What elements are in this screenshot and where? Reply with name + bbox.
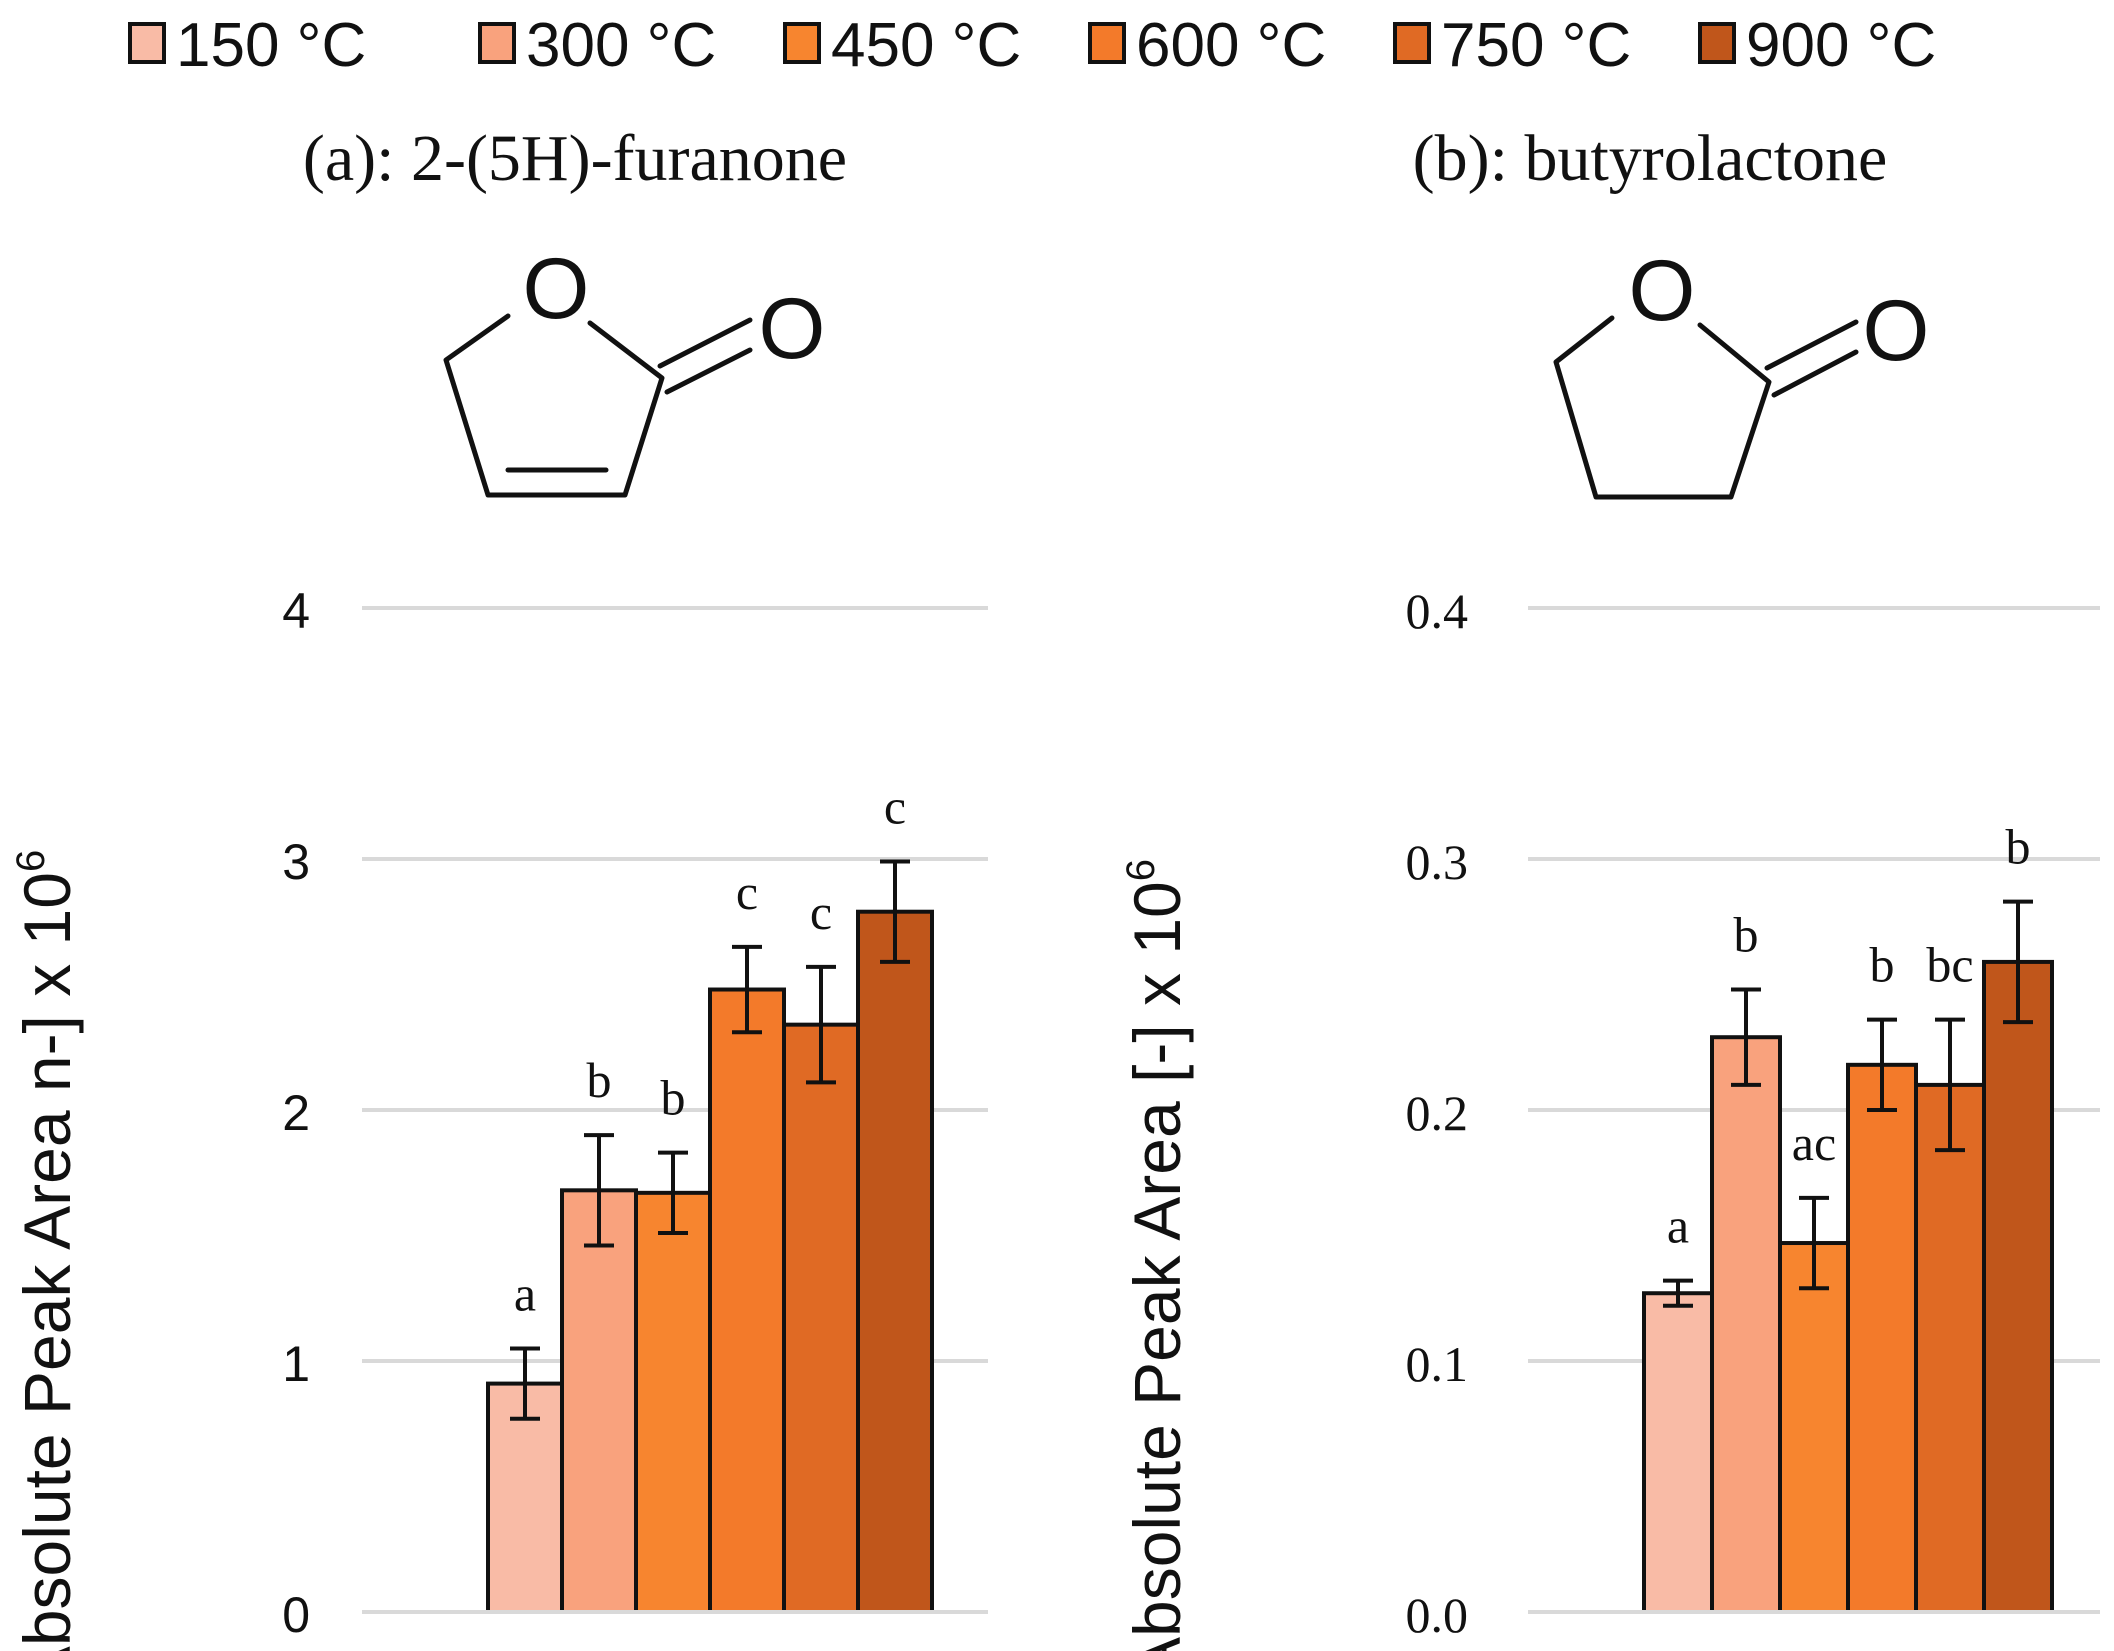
- error-bar: [806, 964, 836, 1085]
- y-axis-label-b-exponent: 6: [1119, 859, 1163, 881]
- error-bar: [1867, 1017, 1897, 1112]
- bar-750C: [1914, 1082, 1986, 1614]
- bar-450C: [634, 1190, 712, 1614]
- significance-label: a: [514, 1265, 536, 1321]
- error-bar: [1935, 1017, 1965, 1153]
- furanone-carbonyl-bond-1: [657, 317, 753, 369]
- error-bar: [2003, 899, 2033, 1025]
- bar-900C: [856, 909, 934, 1614]
- legend-label-3: 450 °C: [831, 11, 1021, 80]
- butyrolactone-ring-oxygen: O: [1629, 243, 1696, 339]
- y-tick-label: 2: [282, 1085, 310, 1141]
- significance-label: a: [1667, 1198, 1689, 1254]
- error-bar: [1799, 1195, 1829, 1291]
- significance-label: bc: [1926, 937, 1973, 993]
- legend-swatch-2: [478, 22, 516, 64]
- error-bar: [510, 1346, 540, 1421]
- bar-750C: [782, 1022, 860, 1615]
- butyrolactone-carbonyl-oxygen: O: [1863, 283, 1930, 379]
- legend-swatch-3: [783, 22, 821, 64]
- bar-150C: [486, 1381, 564, 1614]
- butyrolactone-structure: [1553, 315, 1859, 500]
- bar-600C: [708, 987, 786, 1614]
- error-bar: [584, 1133, 614, 1248]
- significance-label: c: [736, 864, 758, 920]
- furanone-carbonyl-bond-2: [664, 347, 753, 395]
- error-bar: [1731, 987, 1761, 1087]
- legend: 150 °C 300 °C 450 °C 600 °C 750 °C 900 °C: [128, 11, 1936, 80]
- significance-label: b: [1734, 907, 1759, 963]
- error-bar: [880, 859, 910, 964]
- y-tick-label: 0.2: [1406, 1085, 1469, 1141]
- significance-label: b: [587, 1052, 612, 1108]
- furanone-carbonyl-oxygen: O: [759, 281, 826, 377]
- significance-label: c: [884, 779, 906, 835]
- bar-300C: [1710, 1035, 1782, 1614]
- significance-label: c: [810, 884, 832, 940]
- significance-label: b: [1870, 937, 1895, 993]
- butyrolactone-carbonyl-bond-1: [1764, 319, 1859, 371]
- bar-150C: [1642, 1291, 1714, 1614]
- furanone-ring-oxygen: O: [523, 241, 590, 337]
- butyrolactone-carbonyl-bond-2: [1771, 349, 1859, 398]
- significance-label: ac: [1792, 1115, 1836, 1171]
- furanone-ring-bonds: [443, 313, 665, 498]
- y-tick-label: 0.1: [1406, 1336, 1469, 1392]
- bar-300C: [560, 1188, 638, 1614]
- y-tick-label: 0.0: [1406, 1587, 1469, 1643]
- panel-a-title: (a): 2-(5H)-furanone: [303, 122, 847, 195]
- y-tick-label: 1: [282, 1336, 310, 1392]
- y-axis-label-a: Absolute Peak Area n-] x 106: [9, 850, 84, 1651]
- y-axis-label-b: Absolute Peak Area [-] x 106: [1119, 859, 1194, 1651]
- legend-label-2: 300 °C: [526, 11, 716, 80]
- legend-label-5: 750 °C: [1441, 11, 1631, 80]
- panel-b-title: (b): butyrolactone: [1413, 122, 1888, 195]
- bar-450C: [1778, 1241, 1850, 1615]
- y-tick-label: 0: [282, 1587, 310, 1643]
- y-tick-label: 4: [282, 583, 310, 639]
- significance-label: b: [661, 1070, 686, 1126]
- legend-label-4: 600 °C: [1136, 11, 1326, 80]
- y-tick-label: 0.4: [1406, 583, 1469, 639]
- legend-swatch-1: [128, 22, 166, 64]
- error-bar: [658, 1150, 688, 1235]
- error-bar: [732, 944, 762, 1035]
- legend-label-6: 900 °C: [1746, 11, 1936, 80]
- legend-label-1: 150 °C: [176, 11, 366, 80]
- bar-900C: [1982, 959, 2054, 1614]
- y-axis-label-a-text: Absolute Peak Area n-] x 10: [10, 872, 84, 1651]
- y-axis-label-a-exponent: 6: [9, 850, 53, 872]
- y-axis-label-b-text: Absolute Peak Area [-] x 10: [1120, 881, 1194, 1651]
- y-tick-label: 3: [282, 834, 310, 890]
- legend-swatch-6: [1698, 22, 1736, 64]
- legend-swatch-4: [1088, 22, 1126, 64]
- significance-label: b: [2006, 819, 2031, 875]
- error-bar: [1663, 1278, 1693, 1308]
- furanone-structure: [443, 313, 753, 498]
- butyrolactone-ring-bonds: [1553, 315, 1772, 500]
- bar-600C: [1846, 1062, 1918, 1614]
- legend-swatch-5: [1393, 22, 1431, 64]
- y-tick-label: 0.3: [1406, 834, 1469, 890]
